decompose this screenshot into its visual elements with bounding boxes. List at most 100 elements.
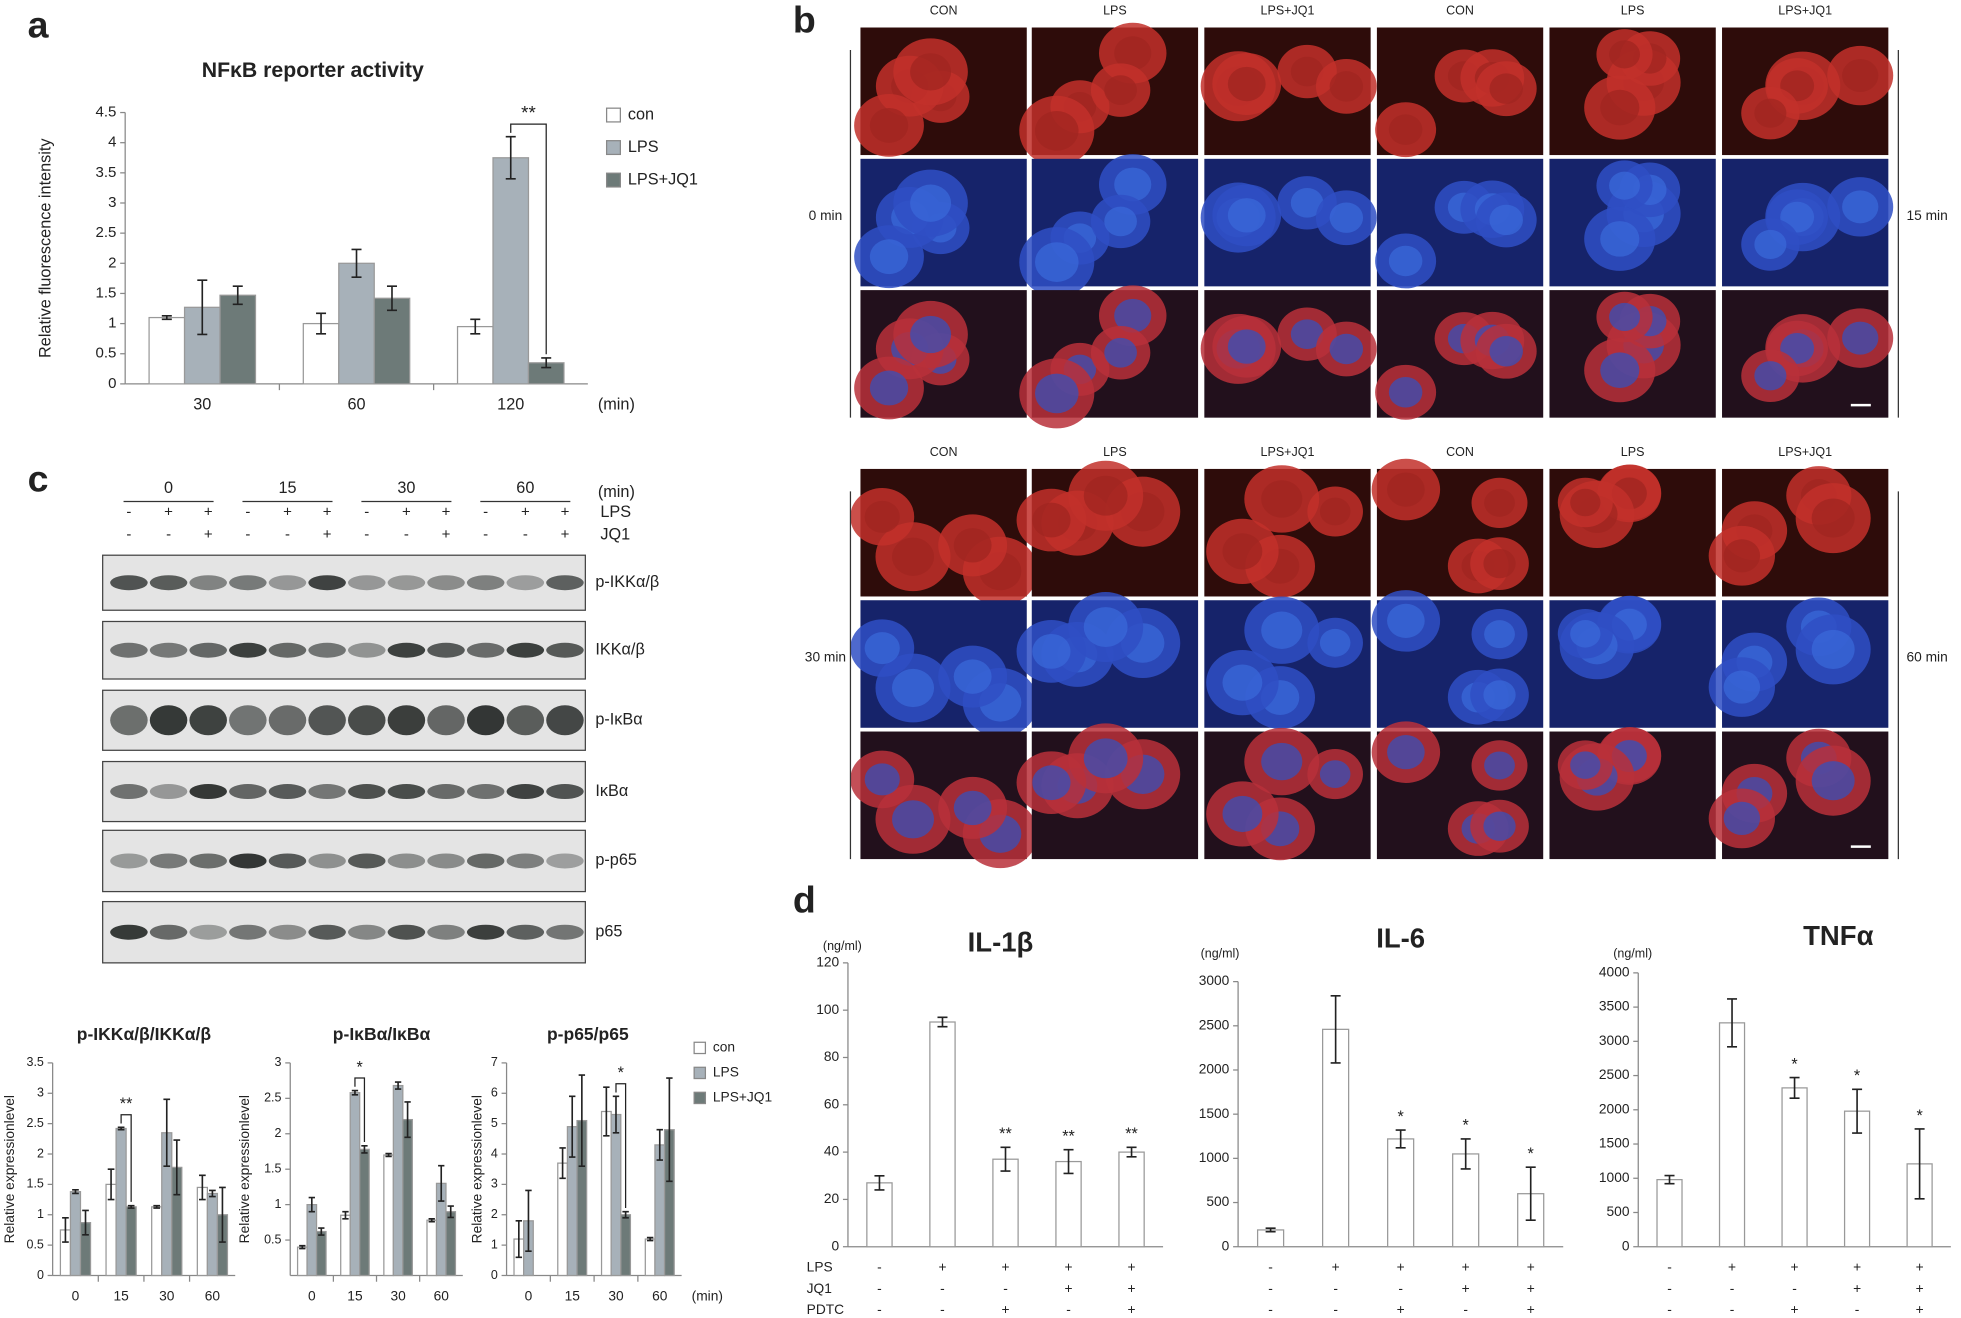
blot-band	[348, 705, 386, 736]
band-label: p-IKKα/β	[595, 573, 659, 591]
column-label: LPS+JQ1	[1261, 4, 1315, 18]
time-label: 30 min	[805, 649, 846, 664]
legend-label: con	[628, 105, 654, 123]
treatment-sign: +	[442, 526, 451, 543]
error-bar	[1727, 998, 1738, 1048]
blot-band	[466, 853, 505, 869]
significance-label: **	[120, 1095, 133, 1113]
significance-bracket	[354, 1077, 366, 1143]
blot-band	[348, 642, 386, 658]
treatment-sign: +	[323, 504, 332, 521]
blot-band	[348, 853, 386, 869]
blot-band	[546, 784, 584, 800]
panel-letter: b	[793, 0, 816, 40]
nucleus	[864, 763, 900, 796]
nucleus	[1387, 735, 1425, 770]
blot-band	[149, 924, 188, 940]
treatment-sign: -	[1333, 1281, 1338, 1296]
treatment-sign: +	[1128, 1302, 1136, 1317]
error-bar	[219, 1186, 226, 1243]
blot-band	[506, 642, 545, 658]
bar	[492, 157, 530, 385]
x-tick-label: 0	[72, 1288, 80, 1303]
column-label: CON	[930, 445, 958, 459]
error-bar	[1914, 1128, 1925, 1200]
band-label: p-IκBα	[595, 711, 642, 729]
error-bar	[342, 1210, 349, 1220]
bar	[219, 294, 257, 385]
y-axis-label: Relative expressionlevel	[2, 1095, 17, 1243]
error-bar	[1330, 994, 1341, 1064]
nucleus	[1290, 319, 1324, 349]
blot-band	[387, 784, 426, 800]
treatment-sign: +	[1462, 1281, 1470, 1296]
nucleus	[1329, 71, 1364, 102]
legend-swatch	[693, 1066, 707, 1080]
y-tick-label: 0.5	[27, 1237, 44, 1251]
error-bar	[569, 1095, 576, 1158]
nucleus	[891, 668, 935, 708]
y-tick-label: 1	[37, 1207, 44, 1221]
treatment-sign: -	[1333, 1302, 1338, 1317]
legend-swatch	[605, 172, 621, 188]
nucleus	[1811, 761, 1855, 801]
blot-band	[189, 853, 227, 869]
treatment-sign: -	[1003, 1281, 1008, 1296]
y-tick-label: 3000	[1199, 973, 1230, 988]
error-bar	[515, 1220, 523, 1259]
nucleus	[953, 528, 992, 563]
bar	[1718, 1022, 1746, 1248]
legend-swatch	[693, 1091, 707, 1105]
blot-band	[149, 705, 188, 736]
legend-swatch	[605, 107, 621, 123]
panel-letter: c	[28, 457, 49, 499]
blot-band	[466, 784, 505, 800]
error-bar	[1063, 1148, 1074, 1175]
nucleus	[1034, 373, 1079, 414]
treatment-sign: +	[1462, 1260, 1470, 1275]
error-bar	[612, 1095, 620, 1134]
chart-title: TNFα	[1803, 920, 1873, 951]
blot-band	[427, 575, 465, 591]
bar	[392, 1084, 404, 1277]
nucleus	[1114, 167, 1152, 202]
blot-band	[546, 705, 584, 736]
band-label: IKKα/β	[595, 641, 644, 659]
significance-label: **	[1062, 1128, 1075, 1146]
error-bar	[386, 285, 397, 312]
legend-label: LPS	[628, 138, 659, 156]
nucleus	[1114, 298, 1152, 333]
nucleus	[1227, 329, 1266, 364]
blot-band	[268, 705, 307, 736]
nucleus	[1290, 56, 1324, 87]
nucleus	[1319, 760, 1351, 789]
error-bar	[394, 1081, 402, 1090]
error-bar	[351, 248, 362, 278]
error-bar	[1265, 1227, 1276, 1233]
treatment-sign: +	[1527, 1260, 1535, 1275]
treatment-sign: +	[561, 526, 570, 543]
bar	[929, 1021, 956, 1248]
bar	[620, 1214, 632, 1277]
nucleus	[1754, 229, 1787, 260]
nucleus	[1388, 377, 1423, 408]
bar	[654, 1144, 666, 1277]
treatment-sign: +	[1791, 1302, 1799, 1317]
y-axis-label: Relative expressionlevel	[469, 1095, 484, 1243]
bar	[373, 297, 411, 385]
nucleus	[1388, 114, 1423, 145]
treatment-sign: +	[1128, 1260, 1136, 1275]
column-label: LPS	[1103, 445, 1127, 459]
x-tick-label: 30	[159, 1288, 175, 1303]
treatment-sign: -	[245, 504, 250, 521]
y-tick-label: 4000	[1599, 964, 1630, 979]
blot-band	[348, 575, 386, 591]
blot-band	[506, 705, 545, 736]
nucleus	[869, 370, 909, 406]
x-tick-label: 15	[113, 1288, 129, 1303]
x-tick-label: 60	[205, 1288, 221, 1303]
nucleus	[1387, 603, 1425, 638]
nucleus	[1032, 633, 1071, 669]
significance-label: *	[1397, 1108, 1404, 1126]
y-tick-label: 0	[108, 375, 116, 392]
